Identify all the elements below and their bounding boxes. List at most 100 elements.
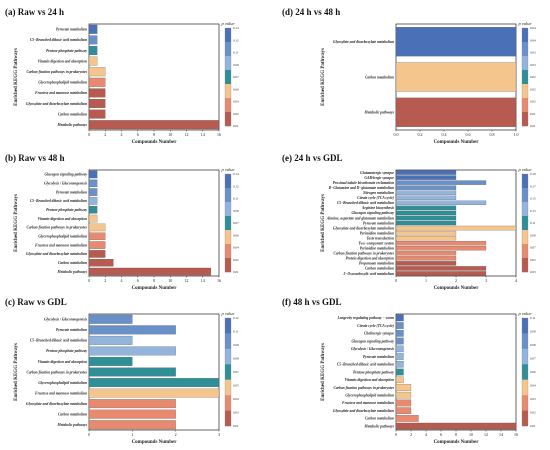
bar <box>88 179 98 187</box>
bar <box>88 223 106 232</box>
x-tick-label: 0 <box>88 132 90 137</box>
bar <box>395 261 457 266</box>
x-tick-label: 2 <box>104 278 106 283</box>
colorbar-title: p value <box>517 167 531 172</box>
category-label: Pentose phosphate pathway <box>353 370 394 374</box>
x-tick-label: 0.8 <box>490 132 495 137</box>
x-tick-label: 2 <box>455 278 457 283</box>
colorbar-segment <box>225 379 231 396</box>
colorbar-segment <box>522 258 528 273</box>
x-tick-label: 0.0 <box>394 132 399 137</box>
bar <box>395 190 457 195</box>
x-tick-label: 6 <box>440 432 442 437</box>
colorbar-segment <box>225 216 231 231</box>
colorbar-tick-label: 0.12 <box>233 184 239 188</box>
colorbar-tick-label: 0.08 <box>233 357 239 361</box>
x-tick-label: 0 <box>88 432 90 437</box>
category-label: Carbon fixation pathways in prokaryotes <box>333 386 394 390</box>
bar <box>395 266 487 271</box>
category-label: Carbon metabolism <box>58 412 87 416</box>
colorbar-segment <box>225 56 231 71</box>
colorbar-segment <box>225 348 231 365</box>
x-axis-label: Compounds Number <box>132 286 178 291</box>
category-label: 2−Oxocarboxylic acid metabolism <box>343 272 395 276</box>
x-tick-label: 12 <box>484 432 488 437</box>
bar <box>395 399 412 407</box>
panel-4: (d) 24 h vs 48 h Enriched KEGG Pathways Gl… <box>282 7 536 145</box>
colorbar-segment <box>225 258 231 273</box>
category-label: Glycerophospholipid metabolism <box>38 81 87 85</box>
colorbar-tick-label: 0.12 <box>233 38 239 42</box>
category-label: Pyruvate metabolism <box>363 221 394 225</box>
colorbar-tick-label: 0.01 <box>530 124 536 128</box>
bar <box>395 330 404 337</box>
category-label: Pyruvate metabolism <box>363 355 394 359</box>
colorbar-tick-label: 0.07 <box>530 357 536 361</box>
bar <box>88 346 176 356</box>
colorbar-tick-label: 0.07 <box>233 75 239 79</box>
colorbar-tick-label: 0.11 <box>233 330 239 334</box>
category-label: Metabolic pathways <box>57 423 88 427</box>
bar <box>88 46 98 55</box>
bar <box>395 415 419 422</box>
x-tick-label: 16 <box>514 432 518 437</box>
colorbar-segment <box>225 410 231 427</box>
category-label: Pyrimidine metabolism <box>360 247 394 251</box>
bar <box>395 225 517 231</box>
category-label: Propanoate metabolism <box>359 262 394 266</box>
category-label: Metabolic pathways <box>364 111 395 115</box>
colorbar-segment <box>225 230 231 245</box>
colorbar-segment <box>522 98 528 113</box>
panel-1: (a) Raw vs 24 h Enriched KEGG Pathways Pyr… <box>5 7 239 145</box>
colorbar-tick-label: 0.04 <box>233 246 239 250</box>
category-label: Pyruvate metabolism <box>56 190 87 194</box>
category-label: Carbon fixation pathways in prokaryotes <box>26 370 87 374</box>
x-tick-label: 4 <box>515 278 517 283</box>
category-label: Carbon metabolism <box>365 75 394 79</box>
category-label: Pyruvate metabolism <box>56 328 87 332</box>
colorbar-segment <box>522 379 528 396</box>
bar <box>88 357 133 366</box>
bar <box>395 322 404 329</box>
category-label: Citrate cycle (TCA cycle) <box>357 196 394 200</box>
category-label: Glucagon signaling pathway <box>351 339 394 343</box>
colorbar-segment <box>522 202 528 217</box>
colorbar-tick-label: 0.03 <box>530 270 536 274</box>
bar <box>88 388 220 398</box>
bar <box>88 24 98 34</box>
bar <box>395 62 517 92</box>
category-label: Carbon fixation pathways in prokaryotes <box>26 226 87 230</box>
colorbar-tick-label: 0.11 <box>233 197 239 201</box>
colorbar-title: p value <box>220 167 234 172</box>
colorbar-segment <box>225 244 231 259</box>
bar <box>395 185 457 190</box>
colorbar-tick-label: 0.02 <box>530 100 536 104</box>
plot-frame <box>395 313 517 431</box>
bar <box>88 170 98 179</box>
category-label: Carbon metabolism <box>365 267 394 271</box>
bar <box>88 250 106 258</box>
bar <box>88 56 98 66</box>
colorbar-segment <box>225 42 231 57</box>
x-tick-label: 1 <box>131 432 133 437</box>
bar <box>88 241 106 249</box>
colorbar-tick-label: 0.07 <box>530 246 536 250</box>
x-axis-label: Compounds Number <box>434 286 480 291</box>
category-label: Glucagon signaling pathway <box>351 211 394 215</box>
bar <box>88 214 98 223</box>
category-label: Glyoxylate and dicarboxylate metabolism <box>333 226 394 230</box>
colorbar-segment <box>225 28 231 43</box>
bar <box>395 175 457 180</box>
bar <box>395 360 404 368</box>
colorbar-tick-label: 0.01 <box>530 424 536 428</box>
colorbar-segment <box>522 174 528 189</box>
bar <box>395 240 487 246</box>
bar <box>395 314 404 322</box>
category-label: Carbon metabolism <box>365 417 394 421</box>
x-tick-label: 10 <box>469 432 473 437</box>
bar <box>395 205 457 211</box>
colorbar-segment <box>522 318 528 334</box>
colorbar-title: p value <box>517 311 531 316</box>
colorbar-segment <box>522 70 528 85</box>
